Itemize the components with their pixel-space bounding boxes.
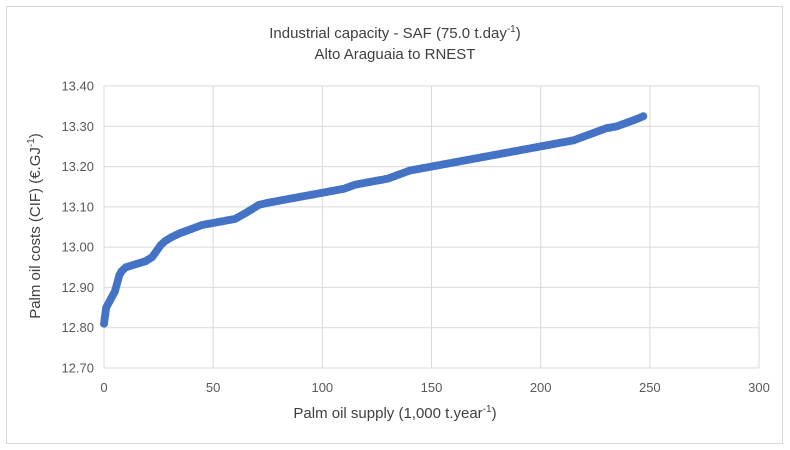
chart-title-line1: Industrial capacity - SAF (75.0 t.day-1)	[269, 24, 521, 42]
data-points	[100, 112, 648, 328]
x-tick-label: 300	[748, 380, 770, 395]
x-tick-label: 0	[100, 380, 107, 395]
data-point	[639, 112, 648, 121]
y-tick-label: 13.20	[61, 159, 94, 174]
y-tick-label: 12.80	[61, 320, 94, 335]
y-tick-label: 13.00	[61, 240, 94, 255]
y-tick-labels: 12.70 12.80 12.90 13.00 13.10 13.20 13.30 13.40	[61, 79, 94, 376]
y-tick-label: 12.70	[61, 361, 94, 376]
x-tick-label: 100	[311, 380, 333, 395]
x-tick-label: 150	[421, 380, 443, 395]
y-tick-label: 13.10	[61, 199, 94, 214]
chart-title-line2: Alto Araguaia to RNEST	[314, 46, 476, 63]
y-tick-label: 13.40	[61, 79, 94, 94]
gridlines	[103, 85, 760, 369]
x-tick-labels: 0 50 100 150 200 250 300	[100, 380, 769, 395]
x-axis-label: Palm oil supply (1,000 t.year-1)	[293, 404, 497, 422]
x-tick-label: 50	[206, 380, 220, 395]
x-tick-label: 250	[639, 380, 661, 395]
y-tick-label: 12.90	[61, 280, 94, 295]
chart-area	[6, 6, 783, 444]
x-tick-label: 200	[530, 380, 552, 395]
y-tick-label: 13.30	[61, 119, 94, 134]
